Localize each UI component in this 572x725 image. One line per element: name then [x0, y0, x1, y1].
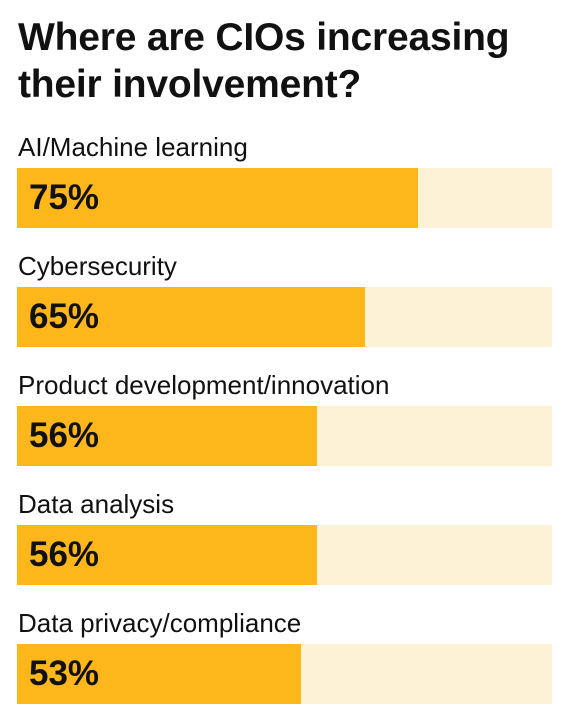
bar-row: Data analysis 56%: [17, 487, 552, 606]
bar-track: 65%: [17, 287, 552, 347]
value-label: 56%: [29, 416, 100, 455]
category-label: Data privacy/compliance: [18, 608, 302, 638]
bar-track: 75%: [17, 168, 552, 228]
category-label: AI/Machine learning: [18, 132, 248, 162]
bar-row: Cybersecurity 65%: [17, 249, 552, 368]
bar: [17, 406, 317, 466]
bar: [17, 287, 365, 347]
bar-row: AI/Machine learning 75%: [17, 130, 552, 249]
bar-track: 53%: [17, 644, 552, 704]
bar-chart: AI/Machine learning 75% Cybersecurity 65…: [17, 130, 552, 725]
value-label: 75%: [29, 178, 100, 217]
bar-track: 56%: [17, 406, 552, 466]
category-label: Data analysis: [18, 489, 175, 519]
bar-row: Data privacy/compliance 53%: [17, 606, 552, 725]
bar: [17, 525, 317, 585]
chart-title: Where are CIOs increasing their involvem…: [18, 16, 510, 106]
bar-track: 56%: [17, 525, 552, 585]
category-label: Product development/innovation: [18, 370, 390, 400]
bar-row: Product development/innovation 56%: [17, 368, 552, 487]
bar: [17, 644, 301, 704]
bar: [17, 168, 418, 228]
category-label: Cybersecurity: [18, 251, 177, 281]
value-label: 53%: [29, 654, 100, 693]
value-label: 56%: [29, 535, 100, 574]
value-label: 65%: [29, 297, 100, 336]
